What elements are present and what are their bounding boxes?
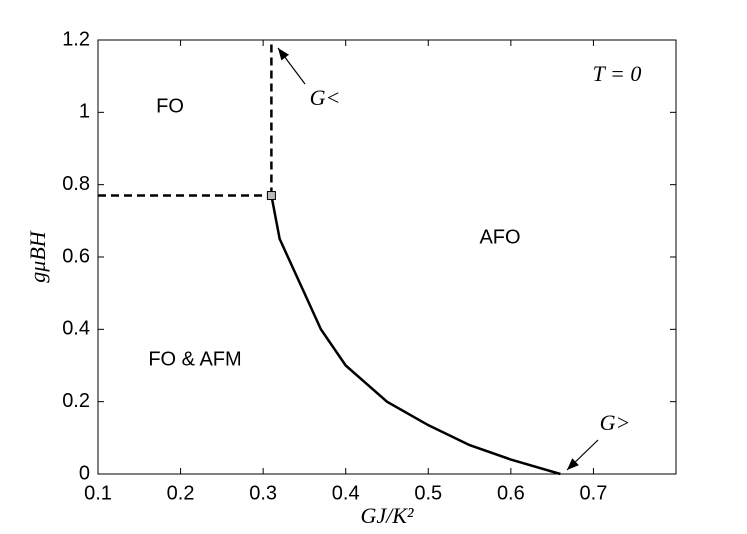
region-label: FO & AFM	[148, 348, 241, 370]
marker	[266, 191, 276, 201]
x-axis-label: GJ/K²	[360, 503, 413, 528]
y-tick-label: 0	[79, 462, 90, 484]
x-tick-label: 0.3	[249, 482, 277, 504]
x-tick-label: 0.6	[497, 482, 525, 504]
y-tick-label: 1	[79, 101, 90, 123]
x-tick-label: 0.4	[332, 482, 360, 504]
annotation: G<	[310, 85, 341, 110]
annotation: G>	[600, 410, 631, 435]
annotation: T = 0	[593, 61, 642, 86]
annotation-arrow	[566, 439, 599, 471]
region-label: AFO	[479, 226, 520, 248]
plot-frame	[97, 39, 677, 475]
phase-boundary	[270, 195, 561, 476]
y-tick-label: 0.4	[62, 318, 90, 340]
y-tick-label: 0.2	[62, 390, 90, 412]
x-tick-label: 0.2	[167, 482, 195, 504]
annotation-arrow	[277, 47, 306, 85]
y-tick-label: 0.8	[62, 173, 90, 195]
y-axis-label: gμBH	[25, 230, 50, 282]
region-label: FO	[156, 95, 184, 117]
y-tick-label: 1.2	[62, 28, 90, 50]
x-tick-label: 0.5	[414, 482, 442, 504]
y-tick-label: 0.6	[62, 245, 90, 267]
x-tick-label: 0.1	[84, 482, 112, 504]
x-tick-label: 0.7	[580, 482, 608, 504]
